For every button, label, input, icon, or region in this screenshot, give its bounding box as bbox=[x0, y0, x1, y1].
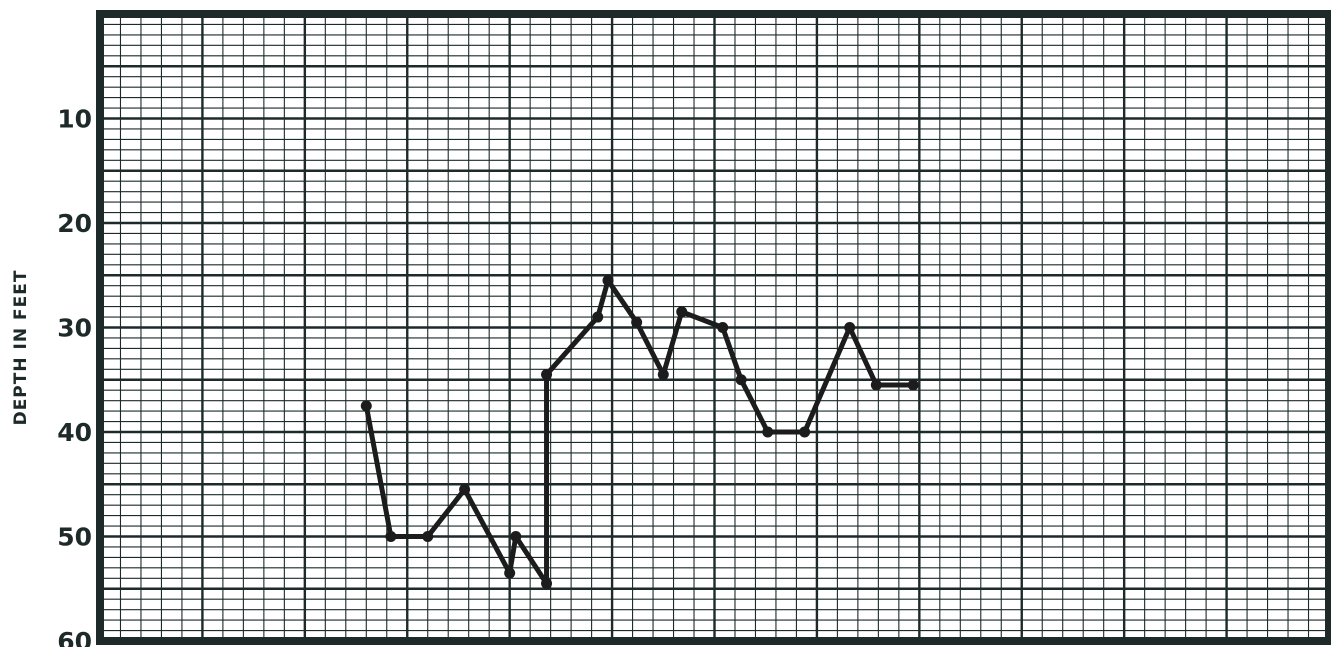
y-tick-labels: 10 20 30 40 50 60 bbox=[57, 105, 92, 647]
plot-frame bbox=[96, 10, 1331, 645]
data-point bbox=[459, 483, 471, 495]
data-series bbox=[360, 274, 919, 590]
series-line bbox=[363, 277, 916, 587]
data-point bbox=[799, 426, 811, 438]
data-point bbox=[592, 311, 604, 323]
y-tick-label: 20 bbox=[57, 209, 92, 238]
data-point bbox=[657, 369, 669, 381]
y-tick-label: 10 bbox=[57, 105, 92, 134]
data-point bbox=[717, 322, 729, 333]
data-point bbox=[907, 379, 919, 391]
data-point bbox=[422, 531, 434, 542]
data-point bbox=[735, 374, 747, 386]
chart-grid bbox=[98, 12, 1331, 643]
data-point bbox=[541, 369, 553, 381]
data-point bbox=[360, 400, 372, 412]
data-point bbox=[602, 274, 614, 286]
data-point bbox=[870, 379, 882, 391]
y-tick-label: 30 bbox=[57, 314, 92, 343]
data-point bbox=[676, 306, 688, 318]
data-point bbox=[541, 578, 553, 590]
y-tick-label: 60 bbox=[57, 627, 92, 647]
y-tick-label: 40 bbox=[57, 418, 92, 447]
data-point bbox=[504, 567, 516, 579]
data-point bbox=[762, 426, 774, 438]
y-tick-label: 50 bbox=[57, 523, 92, 552]
data-point bbox=[631, 316, 643, 328]
data-point bbox=[844, 322, 856, 333]
data-point bbox=[510, 531, 522, 542]
data-point bbox=[385, 531, 397, 542]
y-axis-label: DEPTH IN FEET bbox=[11, 270, 31, 426]
